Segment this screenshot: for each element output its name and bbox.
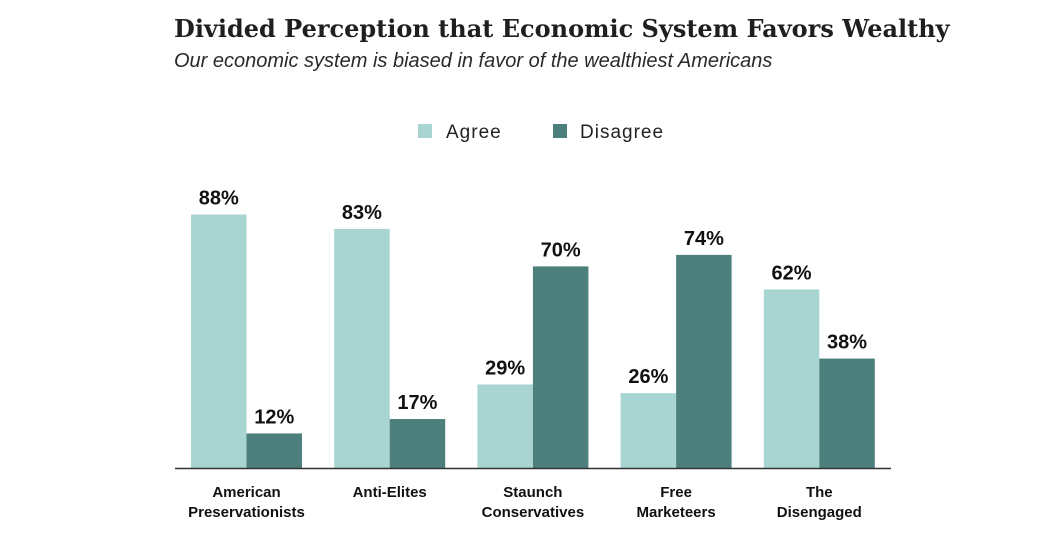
value-label-agree: 88% <box>199 188 239 210</box>
value-label-disagree: 74% <box>684 228 724 250</box>
value-label-agree: 29% <box>485 357 525 379</box>
category-label: Marketeers <box>636 504 715 521</box>
value-label-agree: 62% <box>772 262 812 284</box>
value-label-disagree: 70% <box>541 239 581 261</box>
legend-swatch-disagree <box>553 124 567 138</box>
legend-label-agree: Agree <box>446 122 502 143</box>
bar-disagree <box>532 266 589 468</box>
category-label: American <box>212 484 280 501</box>
bar-disagree <box>819 358 875 468</box>
bar-disagree <box>389 419 446 468</box>
category-label: Preservationists <box>188 504 305 521</box>
value-label-agree: 83% <box>342 202 382 224</box>
bar-disagree <box>246 433 302 468</box>
bar-agree <box>620 393 677 468</box>
value-label-disagree: 38% <box>827 332 867 354</box>
legend-label-disagree: Disagree <box>580 122 664 143</box>
value-label-disagree: 12% <box>254 406 294 428</box>
legend-swatch-agree <box>418 124 432 138</box>
bar-agree <box>191 214 247 468</box>
category-label: Conservatives <box>482 504 585 521</box>
category-label: Staunch <box>503 484 562 501</box>
category-label: Free <box>660 484 692 501</box>
value-label-agree: 26% <box>628 366 668 388</box>
bar-disagree <box>676 254 732 468</box>
category-label: Disengaged <box>777 504 862 521</box>
bar-agree <box>763 289 820 468</box>
category-label: Anti-Elites <box>353 484 427 501</box>
value-label-disagree: 17% <box>397 392 437 414</box>
bar-agree <box>334 228 390 468</box>
bar-agree <box>477 384 533 468</box>
chart-title: Divided Perception that Economic System … <box>174 14 950 43</box>
category-label: The <box>806 484 833 501</box>
chart-subtitle: Our economic system is biased in favor o… <box>174 50 773 72</box>
